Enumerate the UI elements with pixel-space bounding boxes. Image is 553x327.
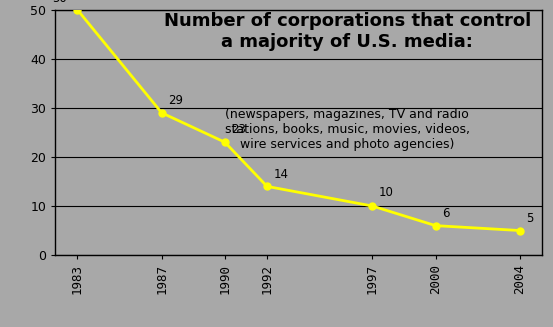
Text: 14: 14 — [273, 167, 288, 181]
Text: 10: 10 — [379, 186, 394, 198]
Text: 23: 23 — [231, 123, 246, 136]
Text: 5: 5 — [526, 212, 534, 225]
Text: 29: 29 — [168, 94, 183, 107]
Text: 6: 6 — [442, 207, 450, 220]
Text: Number of corporations that control
a majority of U.S. media:: Number of corporations that control a ma… — [164, 12, 531, 51]
Text: 50: 50 — [52, 0, 67, 5]
Text: (newspapers, magazines, TV and radio
stations, books, music, movies, videos,
wir: (newspapers, magazines, TV and radio sta… — [225, 108, 470, 151]
